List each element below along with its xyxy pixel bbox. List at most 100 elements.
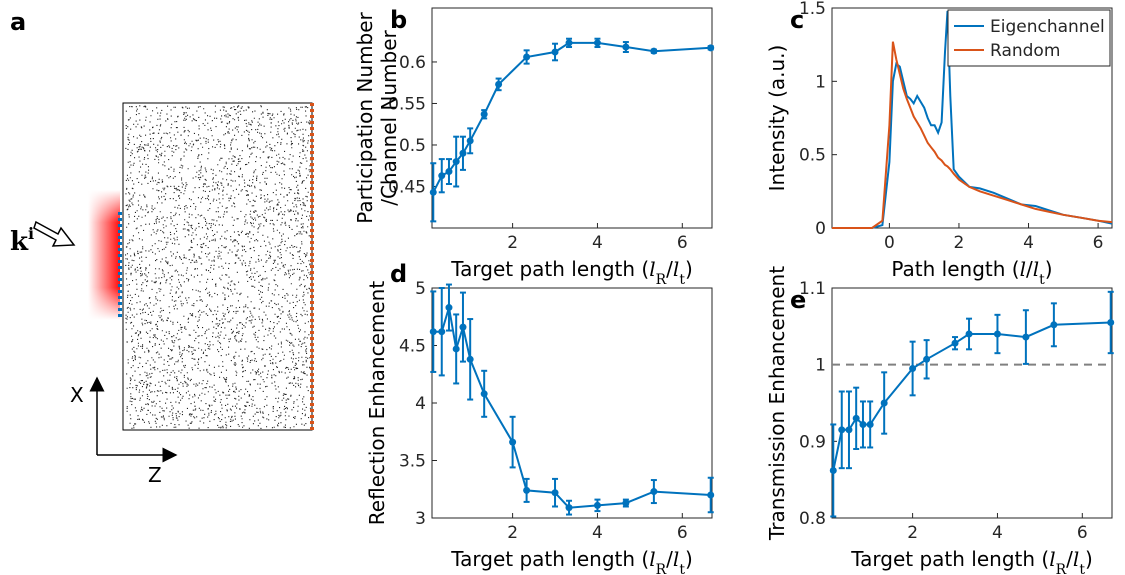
x-label-part: / <box>666 257 673 281</box>
marker <box>438 328 446 336</box>
axes-box <box>431 287 713 519</box>
series-line <box>432 41 711 193</box>
x-tick-label: 4 <box>592 233 603 253</box>
y-tick-label: 0 <box>815 219 826 239</box>
x-label-part: R <box>656 272 667 288</box>
x-label-part: ) <box>1085 547 1093 571</box>
axes-box <box>431 7 713 229</box>
y-tick-label: 3 <box>415 509 426 529</box>
marker <box>829 466 837 474</box>
marker <box>495 80 503 88</box>
y-tick-label: 1 <box>815 356 826 376</box>
marker <box>707 491 715 499</box>
marker <box>593 39 601 47</box>
x-tick-label: 2 <box>907 523 918 543</box>
x-label-part: / <box>666 547 673 571</box>
x-label-part: Target path length ( <box>850 547 1049 571</box>
y-tick-label: 1.1 <box>799 279 826 299</box>
x-label-part: R <box>656 562 667 575</box>
x-label-part: l <box>1020 257 1026 281</box>
x-tick-label: 6 <box>1093 233 1104 253</box>
marker <box>452 158 460 166</box>
marker <box>551 489 559 497</box>
x-label-part: l <box>649 547 655 571</box>
x-tick-label: 4 <box>992 523 1003 543</box>
marker <box>923 355 931 363</box>
y-tick-label: 0.5 <box>399 136 426 156</box>
x-label-part: Target path length ( <box>450 257 649 281</box>
y-tick-label: 4 <box>415 394 426 414</box>
marker <box>707 44 715 52</box>
panel-label: d <box>390 260 407 288</box>
x-axis-label: Path length (l/lt) <box>891 257 1052 288</box>
x-label-part: t <box>1039 272 1045 288</box>
marker <box>466 355 474 363</box>
marker <box>650 47 658 55</box>
marker <box>445 304 453 312</box>
marker <box>466 137 474 145</box>
marker <box>523 486 531 494</box>
x-label-part: t <box>679 272 685 288</box>
marker <box>480 110 488 118</box>
y-axis-label: Reflection Enhancement <box>365 281 389 526</box>
marker <box>445 168 453 176</box>
marker <box>565 39 573 47</box>
x-label-part: / <box>1066 547 1073 571</box>
marker <box>951 339 959 347</box>
x-axis-label: Target path length (lR/lt) <box>850 547 1093 575</box>
x-label-part: R <box>1056 562 1067 575</box>
x-tick-label: 0 <box>884 233 895 253</box>
x-label-part: l <box>649 257 655 281</box>
marker <box>880 399 888 407</box>
marker <box>429 188 437 196</box>
x-label-part: Target path length ( <box>450 547 649 571</box>
marker <box>650 488 658 496</box>
y-tick-label: 4.5 <box>399 337 426 357</box>
marker <box>565 504 573 512</box>
y-tick-label: 0.5 <box>799 146 826 166</box>
marker <box>622 499 630 507</box>
wave-vector: ki <box>10 224 34 257</box>
marker <box>551 48 559 56</box>
x-label-part: t <box>679 562 685 575</box>
marker <box>438 172 446 180</box>
legend-label: Eigenchannel <box>990 17 1105 37</box>
y-tick-label: 0.6 <box>399 53 426 73</box>
marker <box>509 438 517 446</box>
panel-label: a <box>10 8 26 36</box>
marker <box>866 420 874 428</box>
marker <box>1107 319 1115 326</box>
x-label-part: / <box>1026 257 1033 281</box>
marker <box>845 426 853 434</box>
y-tick-label: 0.9 <box>799 432 826 452</box>
x-label-part: ) <box>1045 257 1053 281</box>
panel-label: c <box>790 6 804 34</box>
marker <box>859 420 867 428</box>
marker <box>593 501 601 509</box>
x-label-part: Path length ( <box>891 257 1019 281</box>
axes-box <box>831 7 1113 229</box>
series-line <box>832 41 1113 229</box>
marker <box>459 323 467 331</box>
marker <box>993 330 1001 338</box>
marker <box>852 414 860 422</box>
marker <box>965 330 973 338</box>
marker <box>452 345 460 353</box>
y-axis-label: Participation Number <box>353 11 377 223</box>
x-label-part: l <box>673 257 679 281</box>
x-axis-label: Target path length (lR/lt) <box>450 257 693 288</box>
y-tick-label: 5 <box>415 279 426 299</box>
y-axis-label: /Channel Number <box>377 29 401 205</box>
axes-box <box>831 287 1113 519</box>
x-label-part: l <box>673 547 679 571</box>
y-axis-label: Intensity (a.u.) <box>765 45 789 192</box>
marker <box>1022 333 1030 341</box>
x-label-part: ) <box>685 547 693 571</box>
y-axis-label: Transmission Enhancement <box>765 266 789 541</box>
x-label-part: ) <box>685 257 693 281</box>
marker <box>909 365 917 372</box>
x-tick-label: 6 <box>1077 523 1088 543</box>
y-tick-label: 3.5 <box>399 452 426 472</box>
